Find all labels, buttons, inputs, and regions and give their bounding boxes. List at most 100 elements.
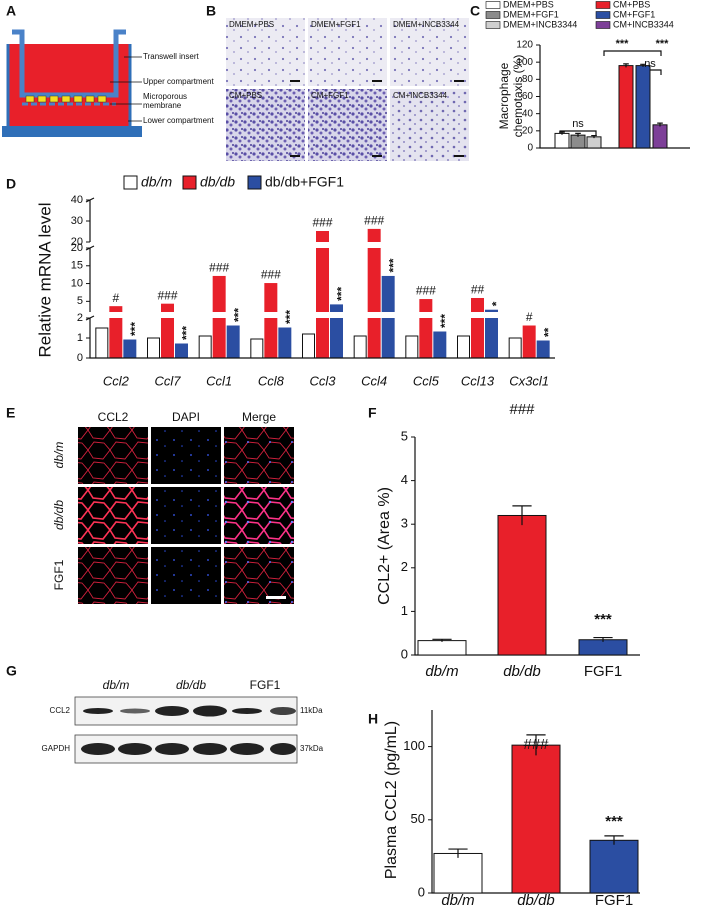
legend-swatch (123, 175, 138, 190)
legend-swatch (595, 1, 611, 9)
y-tick-label: 50 (411, 811, 425, 826)
annotation: ### (416, 284, 436, 298)
western-blot (74, 696, 298, 764)
bar (198, 335, 212, 359)
legend-swatch (485, 21, 501, 29)
legend-swatch (485, 1, 501, 9)
legend-swatch (485, 11, 501, 19)
annotation: * (490, 301, 504, 306)
protein-label: GAPDH (42, 744, 71, 753)
y-tick-label: 100 (516, 57, 533, 68)
bar (536, 340, 550, 359)
bar (95, 327, 109, 359)
error-bar (575, 132, 581, 137)
y-axis-label: CCL2+ (Area %) (376, 487, 393, 605)
error-bar (640, 63, 646, 67)
y-axis-label: Relative mRNA level (35, 203, 54, 358)
bar (635, 65, 651, 149)
y-tick-label: 5 (401, 428, 408, 443)
annotation: ** (541, 327, 555, 337)
image-row-label: db/db (52, 500, 66, 530)
blot-group-label: FGF1 (250, 678, 281, 692)
micrographs (226, 18, 469, 161)
legend-label: db/db (200, 174, 235, 190)
size-label: 37kDa (300, 744, 324, 753)
y-tick-label: 4 (401, 472, 408, 487)
y-tick-label: 40 (71, 194, 83, 206)
annotation: ## (471, 283, 485, 297)
bar (419, 299, 433, 359)
error-bar (623, 63, 629, 68)
y-tick-label: 0 (77, 352, 83, 364)
blot-group-label: db/db (176, 678, 206, 692)
legend-label: DMEM+PBS (503, 0, 554, 9)
y-tick-label: 100 (403, 738, 425, 753)
panel-label: E (6, 405, 15, 421)
bar (226, 325, 240, 359)
annotation: *** (283, 310, 297, 324)
error-bar (559, 131, 565, 135)
panel-label: F (368, 405, 377, 421)
bar (123, 339, 137, 359)
image-label: CM+PBS (229, 91, 262, 100)
y-tick-label: 1 (401, 603, 408, 618)
y-tick-label: 40 (522, 108, 534, 119)
error-bar (657, 122, 663, 127)
bar (353, 335, 367, 359)
y-tick-label: 120 (516, 40, 533, 51)
annotation: *** (128, 322, 142, 336)
annotation: *** (656, 38, 670, 50)
legend-label: DMEM+FGF1 (503, 9, 559, 19)
bar (578, 639, 628, 656)
bar (264, 283, 278, 359)
legend-label: CM+FGF1 (613, 9, 655, 19)
annotation: ### (312, 216, 332, 230)
x-tick-label: db/m (425, 663, 458, 680)
annotation: *** (180, 326, 194, 340)
diagram-label: Transwell insert (143, 52, 199, 61)
image-label: CM+FGF1 (311, 91, 349, 100)
bar (302, 333, 315, 359)
error-bar (593, 636, 613, 642)
annotation: *** (594, 611, 612, 628)
error-bar (512, 505, 532, 526)
panel-label: H (368, 711, 378, 727)
image-column-label: CCL2 (98, 410, 129, 424)
bar (570, 134, 586, 149)
bar (589, 839, 639, 894)
bar (433, 331, 447, 359)
x-tick-label: Ccl3 (309, 373, 336, 388)
annotation: *** (386, 258, 400, 272)
annotation: *** (335, 287, 349, 301)
annotation: ns (572, 118, 584, 130)
error-bar (526, 734, 546, 756)
panel-label: B (206, 3, 216, 19)
y-tick-label: 20 (71, 236, 83, 248)
error-bar (591, 134, 597, 139)
bar (367, 228, 381, 359)
y-tick-label: 5 (77, 295, 83, 307)
annotation: ns (644, 58, 656, 70)
annotation: ### (523, 736, 549, 753)
panel-label: G (6, 663, 17, 679)
diagram-label: Upper compartment (143, 77, 214, 86)
y-tick-label: 2 (401, 559, 408, 574)
legend-swatch (595, 11, 611, 19)
annotation: # (526, 310, 533, 324)
y-tick-label: 60 (522, 91, 534, 102)
y-axis-label: chemotaxis (%) (511, 55, 525, 138)
bar (618, 65, 634, 149)
x-tick-label: FGF1 (584, 663, 622, 680)
bar (652, 124, 668, 149)
y-tick-label: 0 (418, 884, 425, 899)
diagram-label: Lower compartment (143, 116, 214, 125)
diagram-label: Microporous (143, 92, 187, 101)
bar (471, 297, 484, 359)
x-tick-label: Ccl5 (413, 373, 440, 388)
x-tick-label: Ccl7 (154, 373, 181, 388)
image-row-label: db/m (52, 442, 66, 469)
x-tick-label: Ccl4 (361, 373, 387, 388)
y-tick-label: 0 (527, 143, 533, 154)
size-label: 11kDa (300, 706, 323, 715)
legend-swatch (247, 175, 262, 190)
